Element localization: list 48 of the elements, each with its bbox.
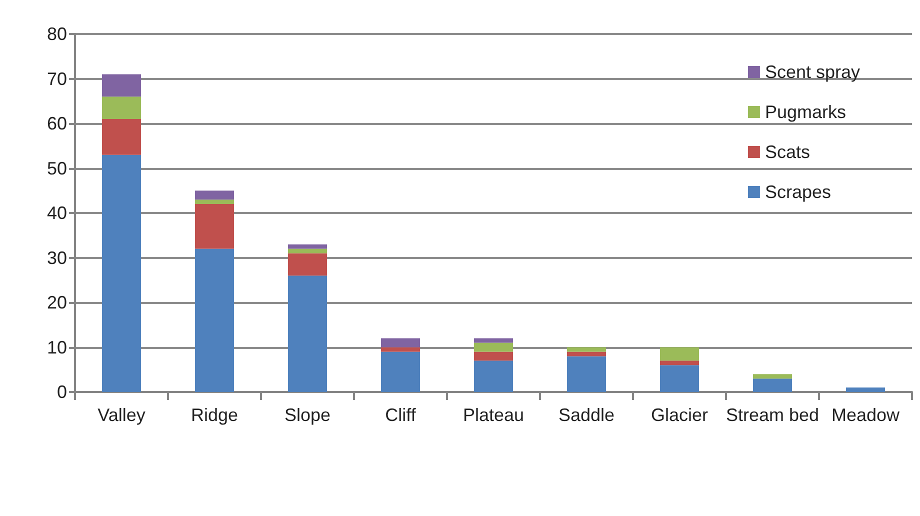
bar (102, 96, 142, 120)
bar (474, 360, 514, 392)
bar (194, 200, 234, 204)
x-tick-label: Cliff (385, 405, 417, 425)
bar (660, 347, 700, 361)
legend-label: Scrapes (764, 182, 831, 202)
bar (380, 338, 420, 348)
x-tick-label: Glacier (650, 405, 708, 425)
x-tick-label: Ridge (190, 405, 238, 425)
bar (474, 342, 514, 352)
bar (194, 248, 234, 392)
bar (288, 244, 328, 249)
bar (102, 119, 142, 155)
y-tick-label: 80 (46, 24, 67, 44)
bar (474, 338, 514, 343)
legend-label: Scats (764, 142, 810, 162)
legend-label: Scent spray (764, 62, 860, 82)
bar (660, 360, 700, 366)
y-tick-label: 0 (56, 382, 67, 402)
bar (752, 378, 792, 392)
bar (752, 374, 792, 379)
bar (660, 365, 700, 392)
y-tick-label: 20 (46, 292, 67, 312)
x-tick-label: Meadow (831, 405, 901, 425)
y-tick-label: 50 (46, 158, 67, 178)
bar (474, 352, 514, 361)
y-tick-label: 60 (46, 114, 67, 134)
bar (194, 190, 234, 200)
bar (194, 204, 234, 249)
x-tick-label: Plateau (462, 405, 524, 425)
x-tick-label: Valley (98, 405, 146, 425)
y-tick-label: 40 (46, 203, 67, 223)
bar (288, 253, 328, 276)
x-tick-label: Saddle (558, 405, 615, 425)
x-tick-label: Stream bed (726, 405, 820, 425)
bar (102, 74, 142, 97)
bar (846, 388, 886, 392)
bar (288, 276, 328, 392)
bar (102, 154, 142, 392)
bar (566, 352, 606, 356)
bar (288, 248, 328, 254)
y-tick-label: 10 (46, 337, 67, 358)
y-tick-label: 30 (46, 248, 67, 268)
legend-label: Pugmarks (764, 102, 846, 122)
bar (566, 356, 606, 392)
bar (380, 352, 420, 392)
y-tick-label: 70 (46, 68, 67, 89)
x-tick-label: Slope (284, 405, 331, 425)
